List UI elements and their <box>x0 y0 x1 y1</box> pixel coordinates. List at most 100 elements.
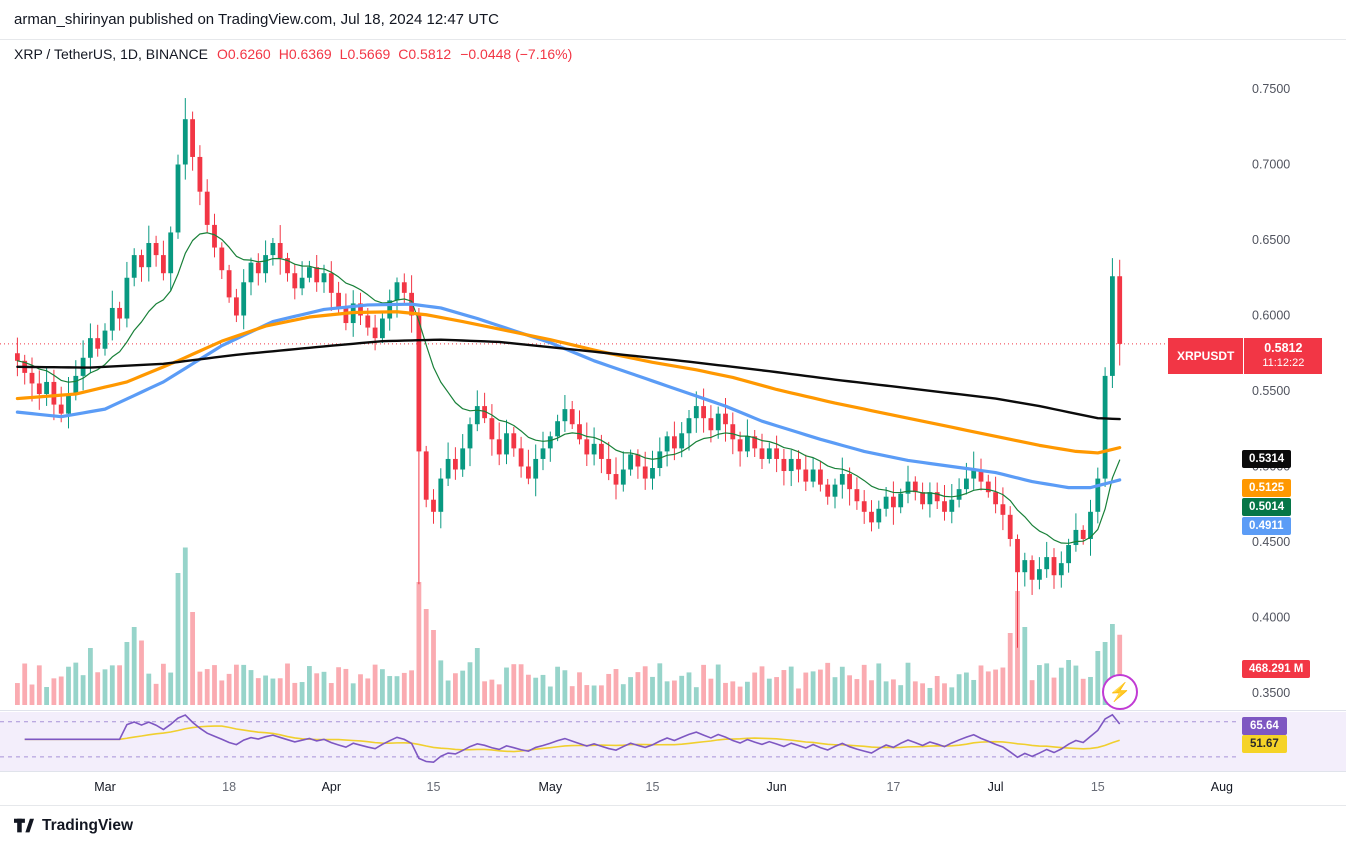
volume-bar <box>1066 660 1071 705</box>
volume-bar <box>766 678 772 705</box>
candle-body <box>95 338 101 349</box>
candle-body <box>1022 560 1028 573</box>
volume-bar <box>898 685 904 705</box>
volume-bar <box>591 685 597 705</box>
volume-bar <box>642 666 648 705</box>
price-tick-label: 0.4000 <box>1252 611 1290 625</box>
candle-body <box>431 499 436 512</box>
volume-bar <box>891 679 896 705</box>
candle-body <box>861 501 867 512</box>
time-axis-label: Apr <box>322 780 341 794</box>
candle-body <box>394 282 400 301</box>
time-axis-label: 15 <box>1091 780 1105 794</box>
candle-body <box>650 468 655 479</box>
candle-body <box>547 436 553 449</box>
bar-countdown: 11:12:22 <box>1262 357 1305 369</box>
tradingview-logo[interactable] <box>13 816 35 836</box>
volume-bar <box>401 672 407 705</box>
candle-body <box>423 451 429 500</box>
price-tick-label: 0.6000 <box>1252 309 1290 323</box>
candle-body <box>832 484 838 497</box>
volume-bar <box>387 676 393 705</box>
candle-body <box>555 421 560 437</box>
candle-body <box>774 448 779 459</box>
legend-ohlc-l: L0.5669 <box>339 46 391 62</box>
current-price: 0.5812 <box>1264 341 1303 355</box>
volume-bar <box>1029 680 1035 705</box>
candle-body <box>803 469 809 482</box>
candle-body <box>920 492 925 505</box>
candle-body <box>511 433 517 449</box>
symbol-ticker-label: XRPUSDT <box>1168 338 1244 374</box>
candle-body <box>321 273 327 283</box>
candle-body <box>1044 557 1050 570</box>
ma-price-badge: 0.5014 <box>1242 497 1292 516</box>
candle-body <box>759 448 765 459</box>
legend-ohlc-o: O0.6260 <box>217 46 271 62</box>
candle-body <box>460 448 466 470</box>
volume-bar <box>226 673 232 705</box>
candle-body <box>285 258 290 274</box>
volume-bar <box>723 682 728 705</box>
time-axis-label: 15 <box>646 780 660 794</box>
candle-body <box>591 443 597 455</box>
price-tick-label: 0.7000 <box>1252 158 1290 172</box>
volume-bar <box>1000 667 1006 705</box>
volume-bar <box>409 670 414 705</box>
candle-body <box>401 282 407 293</box>
candle-body <box>876 508 882 523</box>
candle-body <box>453 458 458 470</box>
volume-bar <box>467 662 473 705</box>
price-chart-canvas[interactable]: 0.75000.70000.65000.60000.55000.50000.45… <box>0 40 1346 805</box>
candle-body <box>978 469 984 482</box>
candle-body <box>336 292 341 308</box>
symbol-title[interactable]: XRP / TetherUS, 1D, BINANCE <box>14 46 208 62</box>
candle-body <box>66 394 71 414</box>
volume-bar <box>832 677 838 705</box>
footer-brand-text[interactable]: TradingView <box>42 817 134 834</box>
volume-bar <box>708 678 714 705</box>
volume-bar <box>628 677 633 705</box>
candle-body <box>1029 560 1035 580</box>
volume-bar <box>73 662 79 705</box>
volume-bar <box>796 688 801 705</box>
volume-bar <box>1007 633 1013 705</box>
candle-body <box>117 307 122 319</box>
volume-bar <box>693 687 699 705</box>
candle-body <box>1073 529 1079 546</box>
candle-body <box>204 191 210 225</box>
time-axis-label: 17 <box>886 780 900 794</box>
volume-bar <box>1110 624 1115 705</box>
volume-bar <box>650 676 655 705</box>
candle-body <box>533 458 539 479</box>
candle-body <box>58 404 64 414</box>
volume-bar <box>810 671 816 705</box>
volume-bar <box>759 666 765 705</box>
volume-bar <box>942 683 947 705</box>
candle-body <box>15 353 20 361</box>
volume-bar <box>686 672 692 705</box>
candle-body <box>124 277 130 319</box>
volume-bar <box>139 640 144 705</box>
candle-body <box>606 458 612 475</box>
candle-body <box>51 381 57 405</box>
price-tick-label: 0.7500 <box>1252 82 1290 96</box>
candle-body <box>752 436 758 449</box>
candle-body <box>489 418 495 440</box>
legend-ohlc-c: C0.5812 <box>398 46 452 62</box>
candle-body <box>248 262 254 283</box>
candle-body <box>730 424 736 440</box>
candle-body <box>380 318 385 339</box>
candle-body <box>518 448 524 467</box>
time-axis-label: Aug <box>1211 780 1233 794</box>
volume-bar <box>22 663 28 705</box>
candle-body <box>270 243 276 256</box>
volume-bar <box>197 671 203 705</box>
volume-bar <box>431 630 436 705</box>
volume-bar <box>562 670 568 705</box>
volume-bar <box>905 662 911 705</box>
candle-body <box>438 478 444 512</box>
candle-body <box>73 375 79 395</box>
ma-orange-line <box>15 310 1122 455</box>
volume-bar <box>540 674 546 705</box>
